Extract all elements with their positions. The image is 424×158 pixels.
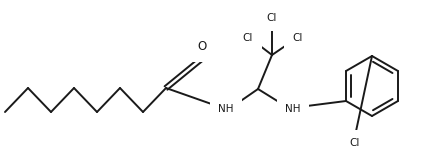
Text: Cl: Cl xyxy=(267,13,277,23)
Text: NH: NH xyxy=(285,104,301,114)
Text: Cl: Cl xyxy=(293,33,303,43)
Text: Cl: Cl xyxy=(350,138,360,148)
Text: Cl: Cl xyxy=(243,33,253,43)
Text: O: O xyxy=(198,40,206,52)
Text: NH: NH xyxy=(218,104,234,114)
